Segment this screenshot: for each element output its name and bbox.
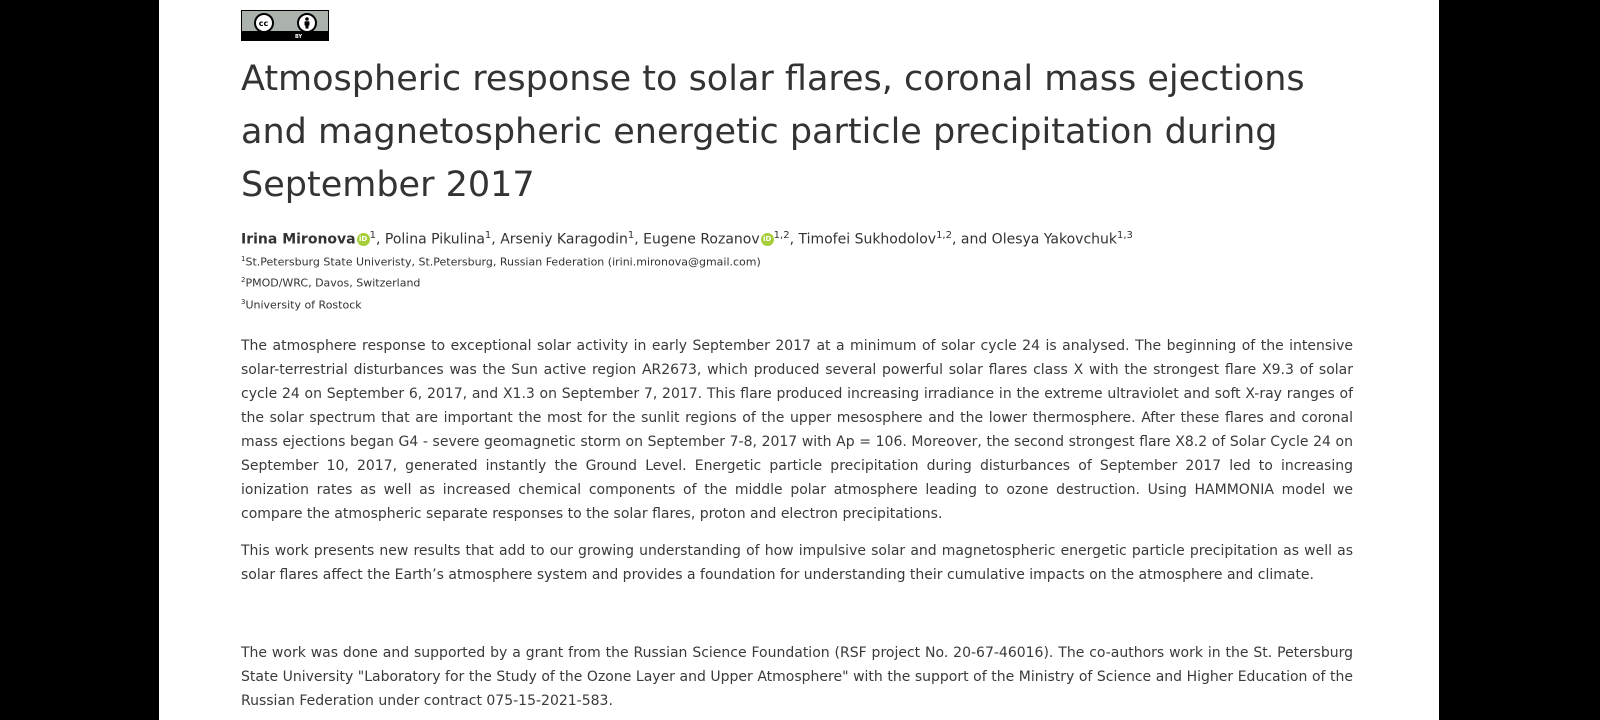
author-affiliation-marker: 1,2 bbox=[936, 230, 952, 241]
abstract-paragraph-1: The atmosphere response to exceptional s… bbox=[241, 337, 1353, 522]
author-name: Irina Mironova bbox=[241, 231, 356, 248]
paper-content: cc BY Atmospheric response to solar flar… bbox=[241, 10, 1353, 713]
cc-by-license-badge[interactable]: cc BY bbox=[241, 10, 329, 41]
author-separator: , and bbox=[951, 231, 992, 248]
affiliation-marker: 3 bbox=[241, 297, 246, 306]
author-name: Eugene Rozanov bbox=[643, 231, 760, 248]
affiliation-marker: 1 bbox=[241, 254, 246, 263]
author-affiliation-marker: 1 bbox=[369, 230, 376, 241]
paper-title: Atmospheric response to solar flares, co… bbox=[241, 59, 1305, 205]
author-separator: , bbox=[634, 231, 644, 248]
abstract-paragraph-2: This work presents new results that add … bbox=[241, 542, 1353, 583]
author-affiliation-marker: 1,3 bbox=[1117, 230, 1133, 241]
badge-bar bbox=[242, 31, 328, 40]
attribution-person-icon bbox=[296, 13, 317, 33]
affiliation-list: 1St.Petersburg State Univeristy, St.Pete… bbox=[241, 250, 1353, 315]
author-affiliation-marker: 1 bbox=[627, 230, 635, 241]
license-sub-label: BY bbox=[295, 34, 303, 40]
affiliation-line: 1St.Petersburg State Univeristy, St.Pete… bbox=[241, 250, 1353, 272]
affiliation-text: University of Rostock bbox=[245, 298, 362, 312]
affiliation-marker: 2 bbox=[241, 276, 246, 285]
acknowledgement-paragraph: The work was done and supported by a gra… bbox=[241, 644, 1353, 709]
author-affiliation-marker: 1,2 bbox=[773, 230, 790, 241]
author-list: Irina Mironova iD 1, Polina Pikulina1, Ars… bbox=[241, 226, 1353, 250]
creative-commons-icon: cc bbox=[253, 13, 274, 33]
author-separator: , bbox=[376, 231, 385, 248]
orcid-icon[interactable]: iD bbox=[760, 233, 774, 247]
affiliation-text: St.Petersburg State Univeristy, St.Peter… bbox=[245, 255, 761, 269]
author-separator: , bbox=[789, 231, 799, 248]
author-name: Olesya Yakovchuk bbox=[991, 231, 1118, 248]
affiliation-text: PMOD/WRC, Davos, Switzerland bbox=[245, 276, 421, 290]
orcid-icon[interactable]: iD bbox=[356, 233, 370, 247]
affiliation-line: 3University of Rostock bbox=[241, 293, 1353, 315]
author-name: Timofei Sukhodolov bbox=[798, 231, 937, 248]
author-affiliation-marker: 1 bbox=[484, 230, 492, 241]
paper-page: cc BY Atmospheric response to solar flar… bbox=[159, 0, 1439, 720]
author-separator: , bbox=[491, 231, 501, 248]
author-name: Polina Pikulina bbox=[384, 231, 485, 248]
author-name: Arseniy Karagodin bbox=[500, 231, 628, 248]
affiliation-line: 2PMOD/WRC, Davos, Switzerland bbox=[241, 271, 1353, 293]
